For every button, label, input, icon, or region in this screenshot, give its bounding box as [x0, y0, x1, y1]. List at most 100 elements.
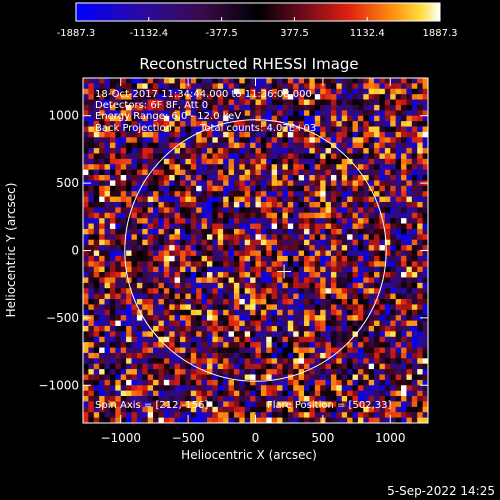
heatmap-cell	[163, 153, 170, 160]
heatmap-cell	[325, 412, 332, 418]
heatmap-cell	[244, 218, 251, 224]
heatmap-cell	[390, 277, 396, 284]
heatmap-cell	[363, 212, 369, 219]
heatmap-cell	[233, 288, 240, 294]
heatmap-cell	[379, 223, 386, 230]
heatmap-cell	[330, 309, 337, 316]
heatmap-cell	[374, 406, 380, 413]
heatmap-cell	[406, 363, 413, 370]
heatmap-cell	[336, 390, 343, 397]
heatmap-cell	[384, 255, 391, 262]
heatmap-cell	[357, 374, 364, 381]
heatmap-cell	[368, 99, 375, 106]
heatmap-cell	[298, 191, 305, 197]
heatmap-cell	[104, 406, 111, 413]
heatmap-cell	[341, 304, 348, 311]
heatmap-cell	[228, 412, 235, 418]
heatmap-cell	[422, 88, 429, 95]
heatmap-cell	[147, 369, 154, 375]
heatmap-cell	[298, 325, 305, 332]
heatmap-cell	[304, 234, 310, 241]
heatmap-cell	[104, 374, 111, 381]
heatmap-cell	[417, 304, 423, 311]
heatmap-cell	[384, 304, 391, 311]
heatmap-cell	[93, 83, 100, 90]
heatmap-cell	[244, 352, 251, 359]
heatmap-cell	[390, 223, 396, 230]
heatmap-cell	[244, 331, 251, 338]
heatmap-cell	[93, 185, 100, 192]
heatmap-cell	[406, 88, 413, 95]
heatmap-cell	[401, 358, 407, 364]
heatmap-cell	[417, 212, 423, 219]
heatmap-cell	[131, 282, 138, 289]
heatmap-cell	[136, 331, 143, 338]
heatmap-cell	[126, 88, 132, 95]
heatmap-cell	[244, 94, 251, 100]
heatmap-cell	[190, 363, 197, 370]
heatmap-cell	[142, 175, 148, 181]
heatmap-cell	[93, 234, 100, 241]
heatmap-cell	[336, 293, 343, 300]
heatmap-cell	[228, 352, 235, 359]
heatmap-cell	[142, 142, 148, 149]
heatmap-cell	[357, 234, 364, 241]
heatmap-cell	[255, 374, 262, 381]
heatmap-cell	[304, 148, 310, 154]
heatmap-cell	[406, 379, 413, 386]
heatmap-cell	[217, 277, 224, 284]
heatmap-cell	[347, 126, 353, 133]
heatmap-cell	[88, 121, 95, 127]
heatmap-cell	[314, 234, 321, 241]
heatmap-cell	[266, 282, 272, 289]
heatmap-cell	[347, 363, 353, 370]
heatmap-cell	[174, 417, 181, 424]
heatmap-cell	[352, 309, 359, 316]
heatmap-cell	[180, 201, 186, 208]
heatmap-cell	[347, 83, 353, 90]
heatmap-cell	[190, 180, 197, 187]
heatmap-cell	[228, 207, 235, 214]
heatmap-cell	[282, 352, 289, 359]
heatmap-cell	[309, 342, 316, 348]
heatmap-cell	[147, 390, 154, 397]
heatmap-cell	[126, 363, 132, 370]
heatmap-cell	[239, 412, 246, 418]
heatmap-cell	[109, 223, 116, 230]
heatmap-cell	[212, 131, 219, 138]
heatmap-cell	[325, 304, 332, 311]
heatmap-cell	[379, 363, 386, 370]
heatmap-cell	[88, 390, 95, 397]
heatmap-cell	[206, 309, 213, 316]
heatmap-cell	[304, 412, 310, 418]
heatmap-cell	[287, 228, 294, 235]
heatmap-cell	[314, 369, 321, 375]
heatmap-cell	[196, 277, 202, 284]
heatmap-cell	[115, 299, 122, 305]
heatmap-cell	[277, 94, 283, 100]
heatmap-cell	[120, 282, 127, 289]
heatmap-cell	[180, 352, 186, 359]
heatmap-cell	[422, 137, 429, 143]
heatmap-cell	[206, 131, 213, 138]
heatmap-cell	[228, 153, 235, 160]
heatmap-cell	[233, 325, 240, 332]
heatmap-cell	[180, 175, 186, 181]
heatmap-cell	[384, 396, 391, 402]
heatmap-cell	[233, 282, 240, 289]
heatmap-cell	[228, 121, 235, 127]
heatmap-cell	[158, 148, 165, 154]
heatmap-cell	[363, 228, 369, 235]
heatmap-cell	[422, 191, 429, 197]
heatmap-cell	[395, 110, 402, 117]
heatmap-cell	[406, 223, 413, 230]
heatmap-cell	[83, 385, 89, 391]
heatmap-cell	[395, 185, 402, 192]
heatmap-cell	[336, 169, 343, 176]
heatmap-cell	[190, 196, 197, 203]
heatmap-cell	[411, 282, 418, 289]
heatmap-cell	[352, 342, 359, 348]
heatmap-cell	[163, 347, 170, 354]
heatmap-cell	[320, 358, 326, 364]
heatmap-cell	[136, 212, 143, 219]
